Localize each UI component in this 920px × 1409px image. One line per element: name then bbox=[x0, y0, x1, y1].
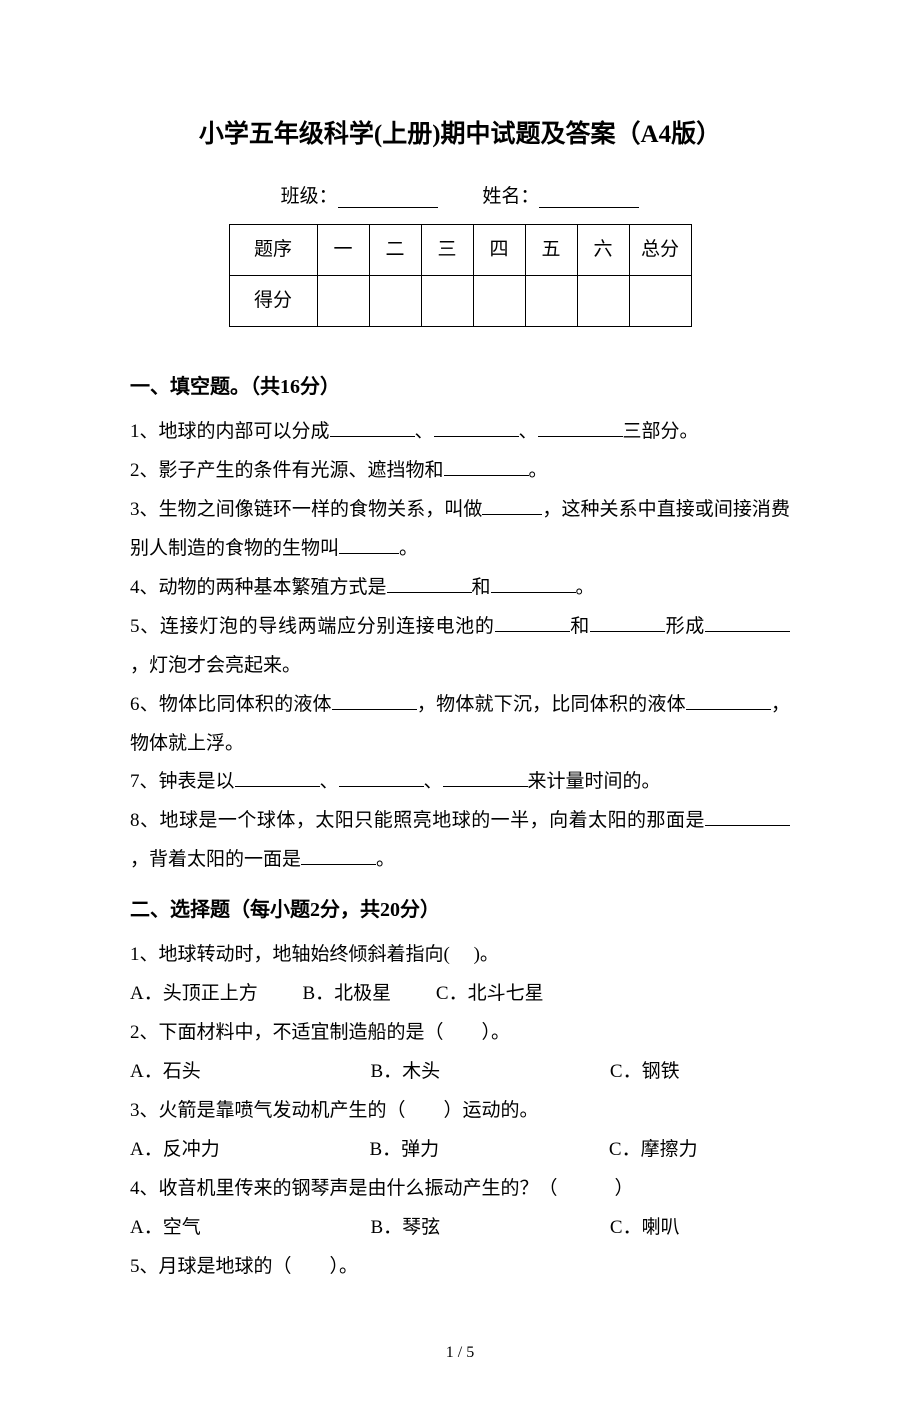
table-cell: 一 bbox=[317, 225, 369, 276]
option-b: B．北极星 bbox=[302, 975, 391, 1014]
table-cell: 四 bbox=[473, 225, 525, 276]
q-text: 8、地球是一个球体，太阳只能照亮地球的一半，向着太阳的那面是 bbox=[130, 810, 705, 831]
option-b: B．弹力 bbox=[369, 1131, 439, 1170]
question-1-3: 3、生物之间像链环一样的食物关系，叫做，这种关系中直接或间接消费别人制造的食物的… bbox=[130, 491, 790, 569]
class-label: 班级： bbox=[281, 186, 338, 207]
q-text: 形成 bbox=[665, 616, 705, 637]
fill-blank bbox=[339, 536, 399, 554]
fill-blank bbox=[538, 419, 623, 437]
class-name-line: 班级： 姓名： bbox=[130, 178, 790, 216]
table-cell: 三 bbox=[421, 225, 473, 276]
table-cell bbox=[473, 276, 525, 327]
fill-blank bbox=[705, 808, 790, 826]
question-1-7: 7、钟表是以 、 、 来计量时间的。 bbox=[130, 763, 790, 802]
table-cell bbox=[369, 276, 421, 327]
option-a: A．空气 bbox=[130, 1209, 201, 1248]
q-text: ，背着太阳的一面是 bbox=[130, 849, 301, 870]
q-text: ，物体就下沉，比同体积的液体 bbox=[417, 694, 686, 715]
table-cell bbox=[577, 276, 629, 327]
table-cell: 得分 bbox=[229, 276, 317, 327]
question-2-4: 4、收音机里传来的钢琴声是由什么振动产生的？（ ） bbox=[130, 1170, 790, 1209]
q-text: 、 bbox=[415, 421, 434, 442]
options-2-1: A．头顶正上方 B．北极星 C．北斗七星 bbox=[130, 975, 790, 1014]
q-text: 7、钟表是以 bbox=[130, 771, 235, 792]
table-cell bbox=[317, 276, 369, 327]
name-label: 姓名： bbox=[482, 186, 539, 207]
question-1-2: 2、影子产生的条件有光源、遮挡物和 。 bbox=[130, 452, 790, 491]
option-a: A．反冲力 bbox=[130, 1131, 220, 1170]
q-text: 4、动物的两种基本繁殖方式是 bbox=[130, 577, 387, 598]
options-2-3: A．反冲力 B．弹力 C．摩擦力 bbox=[130, 1131, 790, 1170]
question-2-2: 2、下面材料中，不适宜制造船的是（ ）。 bbox=[130, 1014, 790, 1053]
q-text: 。 bbox=[576, 577, 595, 598]
fill-blank bbox=[491, 575, 576, 593]
q-text: 三部分。 bbox=[623, 421, 699, 442]
q-text: 、 bbox=[320, 771, 339, 792]
option-c: C．摩擦力 bbox=[609, 1131, 698, 1170]
table-row: 题序 一 二 三 四 五 六 总分 bbox=[229, 225, 691, 276]
q-text: 、 bbox=[424, 771, 443, 792]
fill-blank bbox=[590, 614, 665, 632]
fill-blank bbox=[387, 575, 472, 593]
table-cell: 题序 bbox=[229, 225, 317, 276]
option-b: B．琴弦 bbox=[370, 1209, 440, 1248]
fill-blank bbox=[495, 614, 570, 632]
name-blank bbox=[539, 188, 639, 208]
q-text: 来计量时间的。 bbox=[528, 771, 661, 792]
fill-blank bbox=[339, 769, 424, 787]
option-c: C．北斗七星 bbox=[436, 975, 544, 1014]
q-text: 2、影子产生的条件有光源、遮挡物和 bbox=[130, 460, 444, 481]
table-cell: 六 bbox=[577, 225, 629, 276]
fill-blank bbox=[705, 614, 790, 632]
fill-blank bbox=[482, 497, 542, 515]
q-text: 。 bbox=[376, 849, 395, 870]
options-2-2: A．石头 B．木头 C．钢铁 bbox=[130, 1053, 790, 1092]
question-1-5: 5、连接灯泡的导线两端应分别连接电池的 和 形成 ，灯泡才会亮起来。 bbox=[130, 608, 790, 686]
q-text: 3、生物之间像链环一样的食物关系，叫做 bbox=[130, 499, 482, 520]
q-text: 、 bbox=[519, 421, 538, 442]
option-b: B．木头 bbox=[370, 1053, 440, 1092]
fill-blank bbox=[443, 769, 528, 787]
page-title: 小学五年级科学(上册)期中试题及答案（A4版） bbox=[130, 110, 790, 160]
table-cell bbox=[629, 276, 691, 327]
q-text: 6、物体比同体积的液体 bbox=[130, 694, 332, 715]
option-a: A．头顶正上方 bbox=[130, 975, 258, 1014]
section-2-header: 二、选择题（每小题2分，共20分） bbox=[130, 890, 790, 930]
fill-blank bbox=[235, 769, 320, 787]
q-text: 和 bbox=[570, 616, 590, 637]
q-text: ，灯泡才会亮起来。 bbox=[130, 655, 301, 676]
q-text: 和 bbox=[472, 577, 491, 598]
section-1-header: 一、填空题。（共16分） bbox=[130, 367, 790, 407]
class-blank bbox=[338, 188, 438, 208]
question-1-8: 8、地球是一个球体，太阳只能照亮地球的一半，向着太阳的那面是 ，背着太阳的一面是 。 bbox=[130, 802, 790, 880]
score-table: 题序 一 二 三 四 五 六 总分 得分 bbox=[229, 224, 692, 327]
fill-blank bbox=[330, 419, 415, 437]
question-2-1: 1、地球转动时，地轴始终倾斜着指向( )。 bbox=[130, 936, 790, 975]
fill-blank bbox=[332, 692, 417, 710]
table-cell bbox=[421, 276, 473, 327]
q-text: 1、地球的内部可以分成 bbox=[130, 421, 330, 442]
table-cell: 二 bbox=[369, 225, 421, 276]
fill-blank bbox=[301, 847, 376, 865]
fill-blank bbox=[444, 458, 529, 476]
option-a: A．石头 bbox=[130, 1053, 201, 1092]
question-1-6: 6、物体比同体积的液体，物体就下沉，比同体积的液体，物体就上浮。 bbox=[130, 686, 790, 764]
table-cell: 总分 bbox=[629, 225, 691, 276]
question-2-5: 5、月球是地球的（ ）。 bbox=[130, 1248, 790, 1287]
table-cell: 五 bbox=[525, 225, 577, 276]
option-c: C．喇叭 bbox=[610, 1209, 680, 1248]
pagination: 1 / 5 bbox=[130, 1337, 790, 1369]
option-c: C．钢铁 bbox=[610, 1053, 680, 1092]
question-1-1: 1、地球的内部可以分成 、 、 三部分。 bbox=[130, 413, 790, 452]
q-text: 5、连接灯泡的导线两端应分别连接电池的 bbox=[130, 616, 495, 637]
question-2-3: 3、火箭是靠喷气发动机产生的（ ）运动的。 bbox=[130, 1092, 790, 1131]
options-2-4: A．空气 B．琴弦 C．喇叭 bbox=[130, 1209, 790, 1248]
question-1-4: 4、动物的两种基本繁殖方式是 和 。 bbox=[130, 569, 790, 608]
fill-blank bbox=[686, 692, 771, 710]
q-text: 。 bbox=[399, 538, 418, 559]
fill-blank bbox=[434, 419, 519, 437]
table-cell bbox=[525, 276, 577, 327]
q-text: 。 bbox=[529, 460, 548, 481]
table-row: 得分 bbox=[229, 276, 691, 327]
